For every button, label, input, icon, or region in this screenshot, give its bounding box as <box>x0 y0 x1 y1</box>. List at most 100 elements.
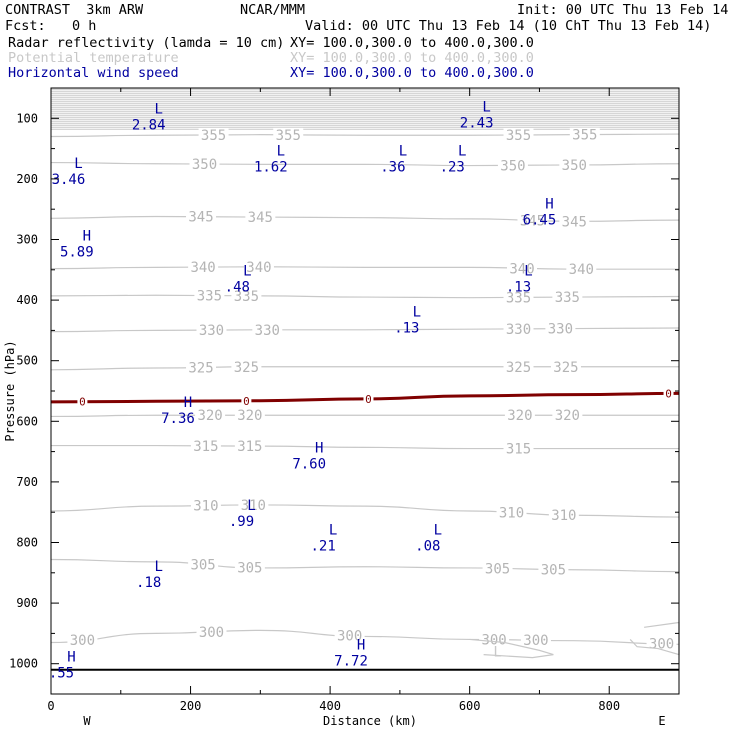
theta-label: 330 <box>548 322 573 338</box>
freezing-label-bg <box>363 392 374 405</box>
theta-label: 305 <box>485 561 510 577</box>
upper-dense-contours <box>51 88 679 130</box>
wind-extremum-value: 3.46 <box>52 172 86 188</box>
y-tick-label: 1000 <box>9 657 38 671</box>
theta-label: 325 <box>553 360 578 376</box>
theta-label: 335 <box>506 290 531 306</box>
theta-label-bg <box>234 439 265 454</box>
y-tick-label: 500 <box>16 354 38 368</box>
wind-extremum-value: 7.36 <box>161 411 195 427</box>
wind-extremum-type: L <box>434 522 442 538</box>
wind-extremum-type: L <box>277 144 285 160</box>
theta-label: 345 <box>188 210 213 226</box>
theta-label-bg <box>189 157 220 172</box>
theta-label: 305 <box>541 562 566 578</box>
theta-contour-bump <box>469 638 554 659</box>
y-tick-label: 600 <box>16 414 38 428</box>
theta-label: 300 <box>337 629 362 645</box>
theta-label-bg <box>646 636 677 651</box>
contour-extremum-label: L <box>493 645 501 661</box>
theta-label-bg <box>517 213 548 228</box>
theta-label: 310 <box>551 508 576 524</box>
wind-extremum-value: .55 <box>49 666 74 682</box>
theta-label-bg <box>482 561 513 576</box>
theta-label-bg <box>188 557 219 572</box>
theta-label-bg <box>245 210 276 225</box>
theta-contour-335 <box>50 294 680 299</box>
theta-label: 340 <box>509 261 534 277</box>
theta-label-bg <box>545 321 576 336</box>
theta-contour-330 <box>50 327 680 333</box>
theta-label: 330 <box>506 322 531 338</box>
theta-contour-305 <box>50 558 680 573</box>
theta-label: 355 <box>572 128 597 144</box>
wind-extremum-type: L <box>247 498 255 514</box>
field-wind-name: Horizontal wind speed <box>8 65 179 81</box>
theta-label: 305 <box>237 560 262 576</box>
theta-label: 345 <box>248 210 273 226</box>
plot-frame <box>50 87 680 695</box>
wind-extremum-value: 6.45 <box>523 212 557 228</box>
theta-label-bg <box>538 562 569 577</box>
theta-label-bg <box>186 360 217 375</box>
theta-label-bg <box>479 632 510 647</box>
x-tick-label: 800 <box>598 699 620 713</box>
freezing-label-bg <box>663 387 674 400</box>
theta-label-bg <box>496 505 527 520</box>
wind-extremum-type: H <box>315 441 323 457</box>
theta-label-bg <box>552 290 583 305</box>
theta-label: 340 <box>190 260 215 276</box>
theta-label: 300 <box>523 633 548 649</box>
theta-contour-300 <box>50 629 680 645</box>
theta-label: 300 <box>481 633 506 649</box>
y-axis-label: Pressure (hPa) <box>3 340 17 441</box>
freezing-level: 0 0 0 0 <box>50 387 680 409</box>
theta-label: 340 <box>246 260 271 276</box>
theta-label: 310 <box>241 498 266 514</box>
wind-extremum-type: L <box>154 101 162 117</box>
theta-label-bg <box>186 209 217 224</box>
theta-label: 355 <box>276 128 301 144</box>
theta-label: 350 <box>192 157 217 173</box>
theta-label: 335 <box>197 289 222 305</box>
org-label: NCAR/MMM <box>240 2 306 18</box>
theta-label-bg <box>231 359 262 374</box>
theta-label: 330 <box>255 323 280 339</box>
theta-label-bg <box>507 261 537 276</box>
wind-extremum-value: .13 <box>506 280 531 296</box>
theta-label: 335 <box>234 289 259 305</box>
theta-contour-320 <box>50 414 679 418</box>
wind-extremum-value: 2.84 <box>132 117 166 133</box>
wind-extremum-value: .99 <box>229 514 254 530</box>
y-tick-label: 400 <box>16 293 38 307</box>
theta-label-bg <box>198 127 229 142</box>
theta-label: 350 <box>500 158 525 174</box>
wind-extremum-value: .23 <box>440 160 465 176</box>
x-end-label-west: W <box>83 714 91 728</box>
theta-label: 300 <box>649 637 674 653</box>
wind-extremum-value: .48 <box>225 280 250 296</box>
theta-label: 315 <box>237 439 262 455</box>
y-tick-label: 100 <box>16 111 38 125</box>
theta-label-bg <box>552 408 583 423</box>
wind-extremum-type: L <box>154 559 162 575</box>
theta-label-bg <box>503 359 534 374</box>
theta-label: 350 <box>562 158 587 174</box>
theta-label-bg <box>238 498 269 513</box>
theta-label-bg <box>520 633 551 648</box>
theta-label-bg <box>195 408 226 423</box>
theta-label: 355 <box>506 128 531 144</box>
freezing-label-bg <box>77 395 88 408</box>
theta-label: 345 <box>562 214 587 230</box>
theta-label-bg <box>196 323 227 338</box>
wind-extremum-type: L <box>243 264 251 280</box>
theta-label-bg <box>559 214 590 229</box>
theta-label-bg <box>190 438 221 453</box>
wind-extrema: L2.84L2.43L1.62L.36L.23L3.46H6.45H5.89L.… <box>49 99 556 681</box>
y-tick-label: 800 <box>16 536 38 550</box>
wind-extremum-value: .13 <box>394 320 419 336</box>
axes: 100 200 300 400 500 600 700 800 900 1000 0 200 400 60… <box>3 87 680 728</box>
theta-label: 330 <box>199 323 224 339</box>
theta-contour-325 <box>50 366 679 371</box>
theta-label: 345 <box>520 213 545 229</box>
